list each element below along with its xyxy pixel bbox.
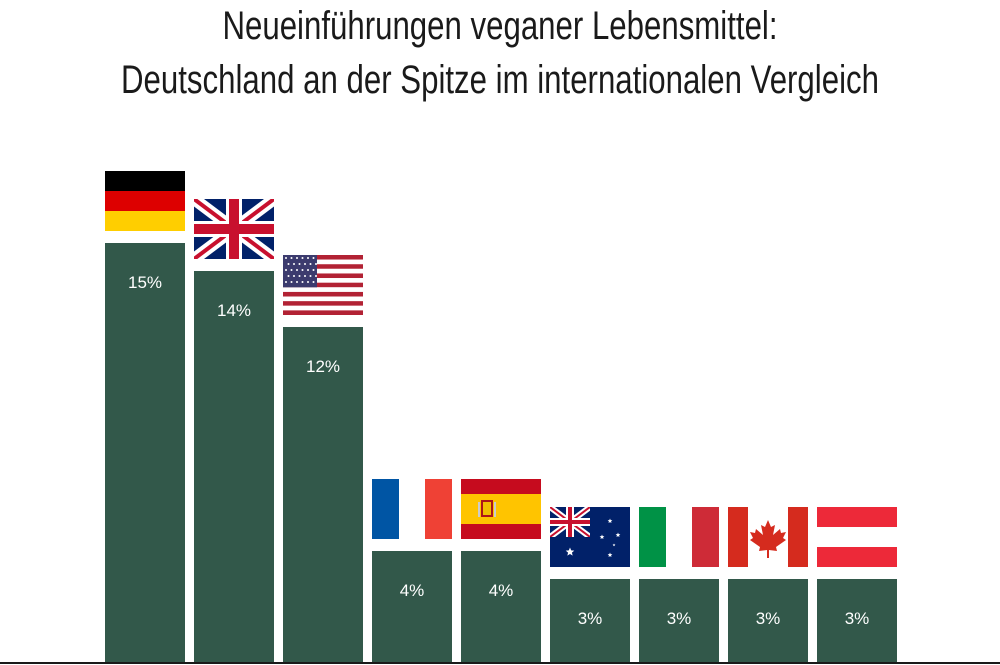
bar-value-label: 3% — [667, 609, 692, 628]
usa-flag-icon — [283, 255, 363, 315]
bar-value-label: 15% — [128, 273, 162, 292]
austria-flag-icon — [817, 507, 897, 567]
bar-it — [639, 579, 719, 663]
flags-group — [105, 171, 897, 567]
spain-flag-icon — [461, 479, 541, 539]
bars-group: 15% 14% 12% 4% 4% 3% 3% 3% 3% — [105, 243, 897, 663]
bar-at — [817, 579, 897, 663]
germany-flag-icon — [105, 171, 185, 231]
australia-flag-icon — [550, 507, 630, 567]
bar-value-label: 12% — [306, 357, 340, 376]
chart-title-line-2: Deutschland an der Spitze im internation… — [121, 58, 879, 102]
bar-us — [283, 327, 363, 663]
bar-value-label: 4% — [400, 581, 425, 600]
bar-value-label: 3% — [845, 609, 870, 628]
bar-ca — [728, 579, 808, 663]
bar-au — [550, 579, 630, 663]
bar-value-label: 14% — [217, 301, 251, 320]
bar-gb — [194, 271, 274, 663]
bar-value-label: 3% — [578, 609, 603, 628]
bar-fr — [372, 551, 452, 663]
uk-flag-icon — [194, 199, 274, 259]
canada-flag-icon — [728, 507, 808, 567]
italy-flag-icon — [639, 507, 719, 567]
chart-title-line-1: Neueinführungen veganer Lebensmittel: — [222, 4, 778, 48]
bar-es — [461, 551, 541, 663]
bar-de — [105, 243, 185, 663]
bar-value-label: 3% — [756, 609, 781, 628]
bar-value-label: 4% — [489, 581, 514, 600]
france-flag-icon — [372, 479, 452, 539]
